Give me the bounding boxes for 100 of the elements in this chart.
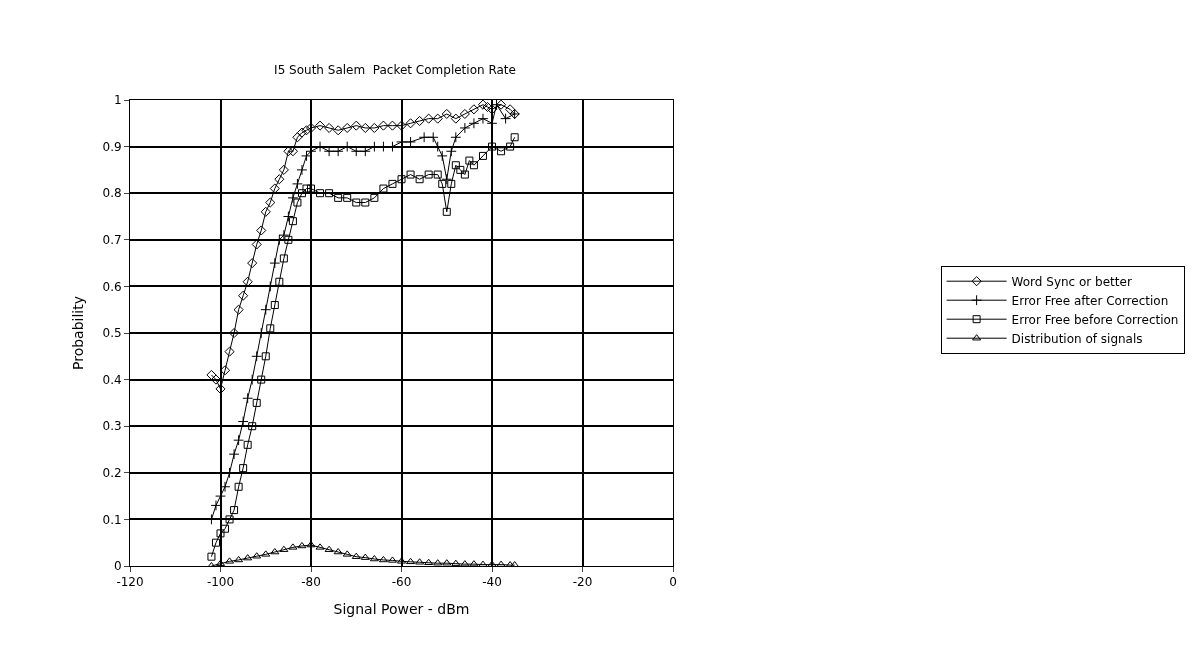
point	[234, 482, 243, 491]
y-tick-label: 0.6	[102, 279, 122, 294]
point	[477, 100, 489, 110]
x-tick-label: -80	[301, 575, 321, 590]
legend-label: Error Free after Correction	[1011, 293, 1169, 308]
y-tick-label: 0.1	[102, 512, 122, 527]
point	[361, 198, 370, 207]
point	[282, 211, 294, 222]
point	[243, 554, 253, 561]
point	[279, 254, 288, 263]
point	[438, 179, 447, 188]
point	[388, 179, 397, 188]
point	[500, 113, 511, 125]
point	[228, 448, 240, 460]
y-tick-label: 0.3	[102, 419, 122, 434]
point	[315, 120, 326, 131]
point	[506, 142, 515, 151]
point	[432, 113, 443, 124]
y-tick-label: 1	[113, 93, 122, 108]
point	[433, 559, 443, 566]
point	[270, 548, 280, 555]
point	[477, 113, 489, 125]
point	[378, 120, 389, 131]
point	[406, 557, 416, 565]
point	[442, 559, 452, 566]
point	[436, 150, 448, 162]
point	[387, 556, 397, 563]
y-tick-label: 0	[113, 559, 122, 574]
point	[206, 369, 217, 380]
point	[248, 422, 257, 431]
point	[451, 161, 460, 170]
point	[496, 100, 507, 110]
x-axis-title: Signal Power - dBm	[333, 600, 470, 617]
point	[216, 529, 225, 538]
point	[265, 197, 276, 208]
point	[239, 464, 248, 473]
point	[441, 108, 452, 120]
point	[297, 189, 306, 198]
point	[424, 558, 434, 565]
point	[251, 350, 263, 362]
point	[221, 524, 230, 533]
point	[316, 189, 325, 198]
point	[379, 184, 388, 193]
point	[292, 178, 303, 190]
point	[266, 324, 275, 333]
point	[238, 290, 249, 301]
point	[292, 132, 303, 143]
point	[302, 184, 311, 193]
point	[296, 164, 308, 176]
point	[252, 552, 262, 559]
point	[459, 122, 471, 134]
point	[260, 304, 272, 316]
point	[456, 165, 465, 174]
point	[215, 383, 226, 394]
point	[441, 173, 453, 185]
point	[469, 161, 478, 170]
point	[418, 131, 430, 143]
y-tick-label: 0.9	[102, 139, 122, 154]
x-tick-label: -40	[482, 575, 502, 590]
point	[324, 545, 334, 552]
point	[424, 170, 433, 179]
point	[324, 122, 335, 134]
point	[260, 206, 271, 217]
point	[468, 117, 480, 129]
point	[279, 545, 289, 552]
point	[247, 258, 258, 269]
x-tick-label: -20	[572, 575, 593, 590]
point	[442, 207, 451, 216]
point	[447, 179, 456, 188]
point	[333, 548, 343, 555]
point	[296, 127, 308, 138]
point	[242, 392, 254, 404]
point	[460, 170, 469, 179]
point	[225, 557, 235, 564]
point	[510, 133, 519, 142]
point	[252, 398, 261, 407]
point	[278, 164, 289, 175]
point	[275, 277, 284, 286]
point	[284, 235, 293, 244]
point	[415, 558, 425, 565]
point	[261, 550, 271, 557]
point	[342, 550, 352, 557]
point	[468, 104, 479, 115]
point	[269, 257, 281, 269]
point	[297, 541, 307, 549]
point	[505, 104, 516, 115]
point	[306, 541, 316, 548]
point	[450, 131, 462, 143]
chart-title: I5 South Salem Packet Completion Rate	[274, 63, 516, 77]
point	[414, 115, 425, 127]
point	[415, 175, 424, 184]
legend-label: Error Free before Correction	[1011, 312, 1179, 327]
point	[397, 175, 406, 184]
point	[274, 174, 285, 185]
point	[343, 193, 352, 202]
point	[387, 120, 398, 131]
point	[334, 193, 343, 202]
point	[315, 543, 325, 550]
y-tick-label: 0.4	[102, 372, 122, 387]
point	[405, 118, 416, 129]
